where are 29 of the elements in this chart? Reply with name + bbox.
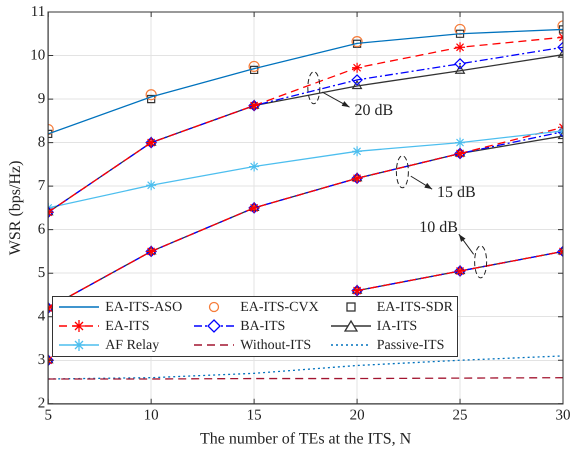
- x-tick-label: 25: [452, 408, 468, 424]
- annotation: 20 dB: [354, 102, 394, 119]
- annotation: 15 dB: [437, 184, 476, 201]
- y-tick-label: 6: [38, 222, 46, 238]
- legend-label: EA-ITS-SDR: [376, 298, 453, 317]
- y-tick-label: 5: [38, 265, 46, 282]
- legend-label: BA-ITS: [240, 318, 286, 336]
- legend-label: EA-ITS: [105, 318, 150, 336]
- y-tick-label: 7: [38, 178, 46, 194]
- y-tick-label: 8: [38, 134, 46, 151]
- y-tick-label: 4: [38, 308, 46, 325]
- x-tick-label: 30: [556, 408, 570, 424]
- y-tick-label: 11: [30, 4, 46, 20]
- y-tick-label: 2: [38, 396, 46, 412]
- legend-label: Passive-ITS: [376, 336, 444, 355]
- x-tick-label: 10: [144, 408, 159, 424]
- legend-label: IA-ITS: [376, 318, 418, 336]
- y-tick-label: 10: [30, 47, 46, 64]
- legend-label: EA-ITS-CVX: [240, 298, 319, 317]
- x-tick-label: 20: [350, 408, 365, 424]
- x-axis-title: The number of TEs at the ITS, N: [200, 430, 412, 448]
- x-tick-label: 15: [246, 408, 262, 424]
- y-tick-label: 9: [38, 91, 46, 108]
- legend-label: EA-ITS-ASO: [105, 298, 182, 317]
- legend-label: Without-ITS: [240, 336, 312, 355]
- y-tick-label: 3: [38, 352, 46, 368]
- legend-label: AF Relay: [105, 336, 160, 355]
- y-axis-title: WSR (bps/Hz): [6, 160, 24, 256]
- annotation: 10 dB: [419, 219, 458, 236]
